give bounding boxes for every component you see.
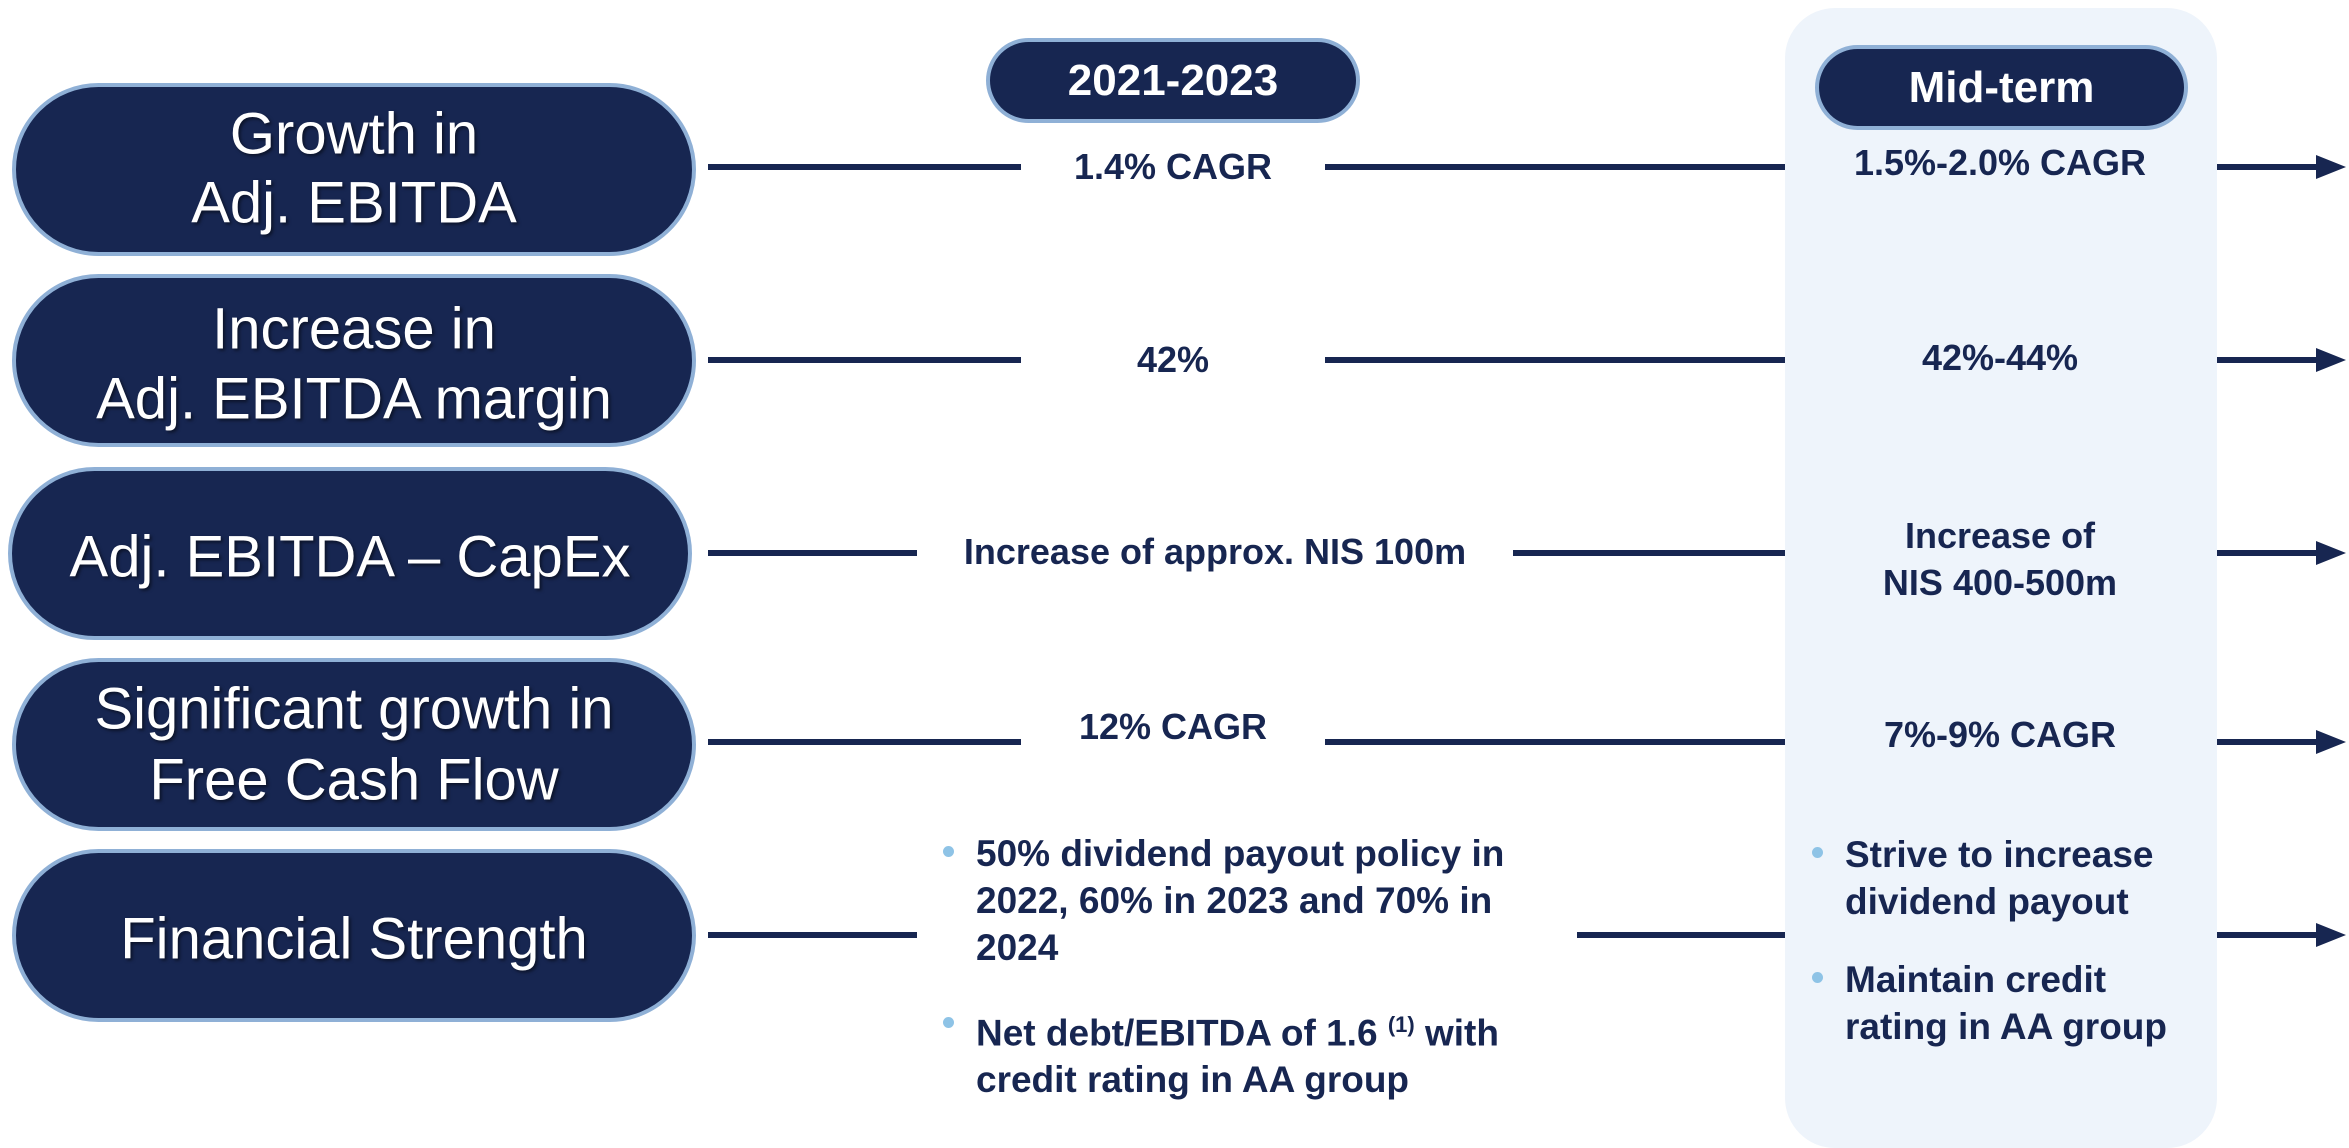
midterm-panel bbox=[1785, 8, 2217, 1148]
current-value: Increase of approx. NIS 100m bbox=[963, 531, 1467, 572]
bullet-line: Net debt/EBITDA of 1.6 (1) with bbox=[976, 1001, 1499, 1056]
bullet: 50% dividend payout policy in 2022, 60% … bbox=[942, 830, 1505, 971]
bullet: Net debt/EBITDA of 1.6 (1) with credit r… bbox=[943, 1001, 1499, 1103]
footnote-ref: (1) bbox=[1387, 1012, 1415, 1037]
connectors bbox=[708, 155, 2346, 947]
bullet-line: 50% dividend payout policy in bbox=[976, 833, 1505, 874]
row-label: Financial Strength bbox=[120, 906, 588, 972]
current-value: 1.4% CAGR bbox=[1073, 146, 1273, 187]
bullet: Maintain credit rating in AA group bbox=[1812, 956, 2167, 1050]
row-label: Adj. EBITDA – CapEx bbox=[69, 524, 631, 590]
row-label: Adj. EBITDA margin bbox=[96, 366, 612, 432]
bullet-line: 2024 bbox=[976, 927, 1059, 968]
midterm-value: 7%-9% CAGR bbox=[1883, 714, 2117, 755]
bullet-line: Strive to increase bbox=[1845, 834, 2154, 875]
current-value: 12% CAGR bbox=[1078, 706, 1268, 747]
row-label: Free Cash Flow bbox=[149, 747, 559, 813]
row-pill: Significant growth in Free Cash Flow bbox=[12, 658, 696, 831]
midterm-value: NIS 400-500m bbox=[1882, 562, 2118, 603]
header-text: Mid-term bbox=[1908, 62, 2095, 112]
bullet-line: Maintain credit bbox=[1845, 959, 2107, 1000]
slide: 2021-2023 Mid-term Growth in Adj. EBITDA… bbox=[8, 8, 2346, 1148]
row-pill: Growth in Adj. EBITDA bbox=[12, 83, 696, 256]
bullet-line: credit rating in AA group bbox=[976, 1059, 1410, 1101]
midterm-value: 42%-44% bbox=[1921, 337, 2079, 378]
target-header: Mid-term bbox=[1815, 45, 2188, 130]
row-label: Increase in bbox=[212, 296, 496, 362]
midterm-value: Increase of bbox=[1904, 515, 2096, 556]
row-label: Adj. EBITDA bbox=[191, 170, 517, 236]
bullet-line: 2022, 60% in 2023 and 70% in bbox=[976, 880, 1493, 921]
bullet-text: with bbox=[1425, 1012, 1499, 1054]
bullet-line: rating in AA group bbox=[1845, 1006, 2167, 1047]
row-label: Significant growth in bbox=[94, 676, 614, 742]
bullet-text: Net debt/EBITDA of 1.6 bbox=[976, 1012, 1378, 1054]
midterm-value: 1.5%-2.0% CAGR bbox=[1853, 142, 2147, 183]
bullet: Strive to increase dividend payout bbox=[1811, 831, 2154, 925]
row-pill: Adj. EBITDA – CapEx bbox=[8, 467, 692, 640]
arrows bbox=[2217, 155, 2346, 947]
bullet-line: dividend payout bbox=[1845, 881, 2129, 922]
header-text: 2021-2023 bbox=[1067, 55, 1279, 105]
row-label: Growth in bbox=[229, 101, 479, 167]
row-pill: Financial Strength bbox=[12, 849, 696, 1022]
row-pill: Increase in Adj. EBITDA margin bbox=[12, 274, 696, 447]
period-header: 2021-2023 bbox=[986, 38, 1360, 123]
current-value: 42% bbox=[1136, 339, 1210, 380]
